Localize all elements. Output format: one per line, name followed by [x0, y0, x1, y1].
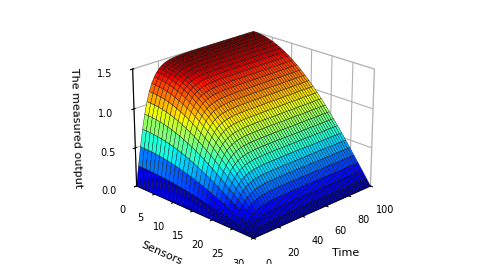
- Y-axis label: Sensors: Sensors: [140, 239, 184, 264]
- X-axis label: Time: Time: [332, 248, 359, 258]
